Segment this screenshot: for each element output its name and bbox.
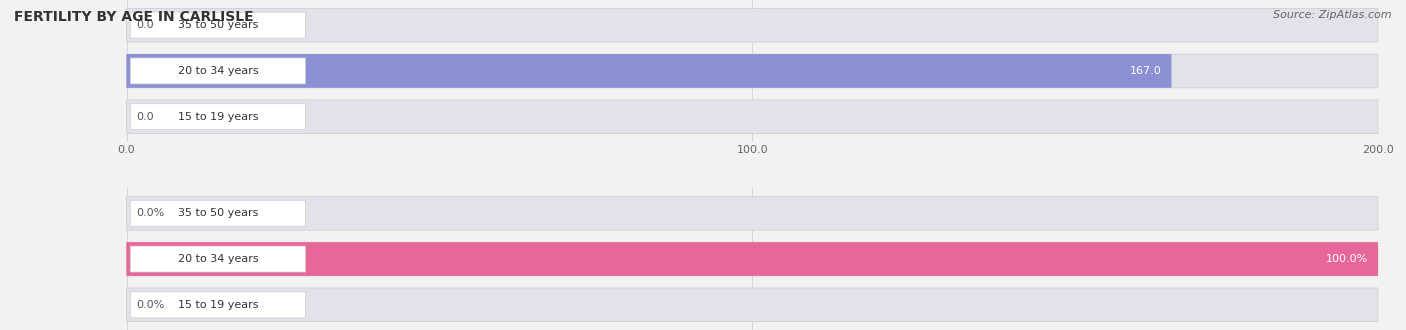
FancyBboxPatch shape: [127, 54, 1171, 88]
FancyBboxPatch shape: [127, 242, 1378, 276]
FancyBboxPatch shape: [127, 196, 1378, 230]
Text: 0.0%: 0.0%: [136, 208, 165, 218]
FancyBboxPatch shape: [131, 246, 305, 272]
FancyBboxPatch shape: [131, 12, 305, 38]
FancyBboxPatch shape: [127, 288, 1378, 322]
FancyBboxPatch shape: [131, 104, 305, 130]
Text: 100.0%: 100.0%: [1326, 254, 1368, 264]
FancyBboxPatch shape: [127, 54, 1378, 88]
Text: Source: ZipAtlas.com: Source: ZipAtlas.com: [1274, 10, 1392, 20]
FancyBboxPatch shape: [131, 292, 305, 318]
Text: 20 to 34 years: 20 to 34 years: [177, 66, 259, 76]
FancyBboxPatch shape: [127, 100, 1378, 134]
Text: 0.0%: 0.0%: [136, 300, 165, 310]
Text: 0.0: 0.0: [136, 112, 155, 122]
Text: 15 to 19 years: 15 to 19 years: [177, 112, 259, 122]
FancyBboxPatch shape: [131, 58, 305, 84]
Text: 35 to 50 years: 35 to 50 years: [177, 208, 259, 218]
Text: 35 to 50 years: 35 to 50 years: [177, 20, 259, 30]
Text: 20 to 34 years: 20 to 34 years: [177, 254, 259, 264]
Text: FERTILITY BY AGE IN CARLISLE: FERTILITY BY AGE IN CARLISLE: [14, 10, 253, 24]
Text: 0.0: 0.0: [136, 20, 155, 30]
FancyBboxPatch shape: [127, 8, 1378, 42]
Text: 15 to 19 years: 15 to 19 years: [177, 300, 259, 310]
Text: 167.0: 167.0: [1129, 66, 1161, 76]
FancyBboxPatch shape: [127, 242, 1378, 276]
FancyBboxPatch shape: [131, 200, 305, 226]
